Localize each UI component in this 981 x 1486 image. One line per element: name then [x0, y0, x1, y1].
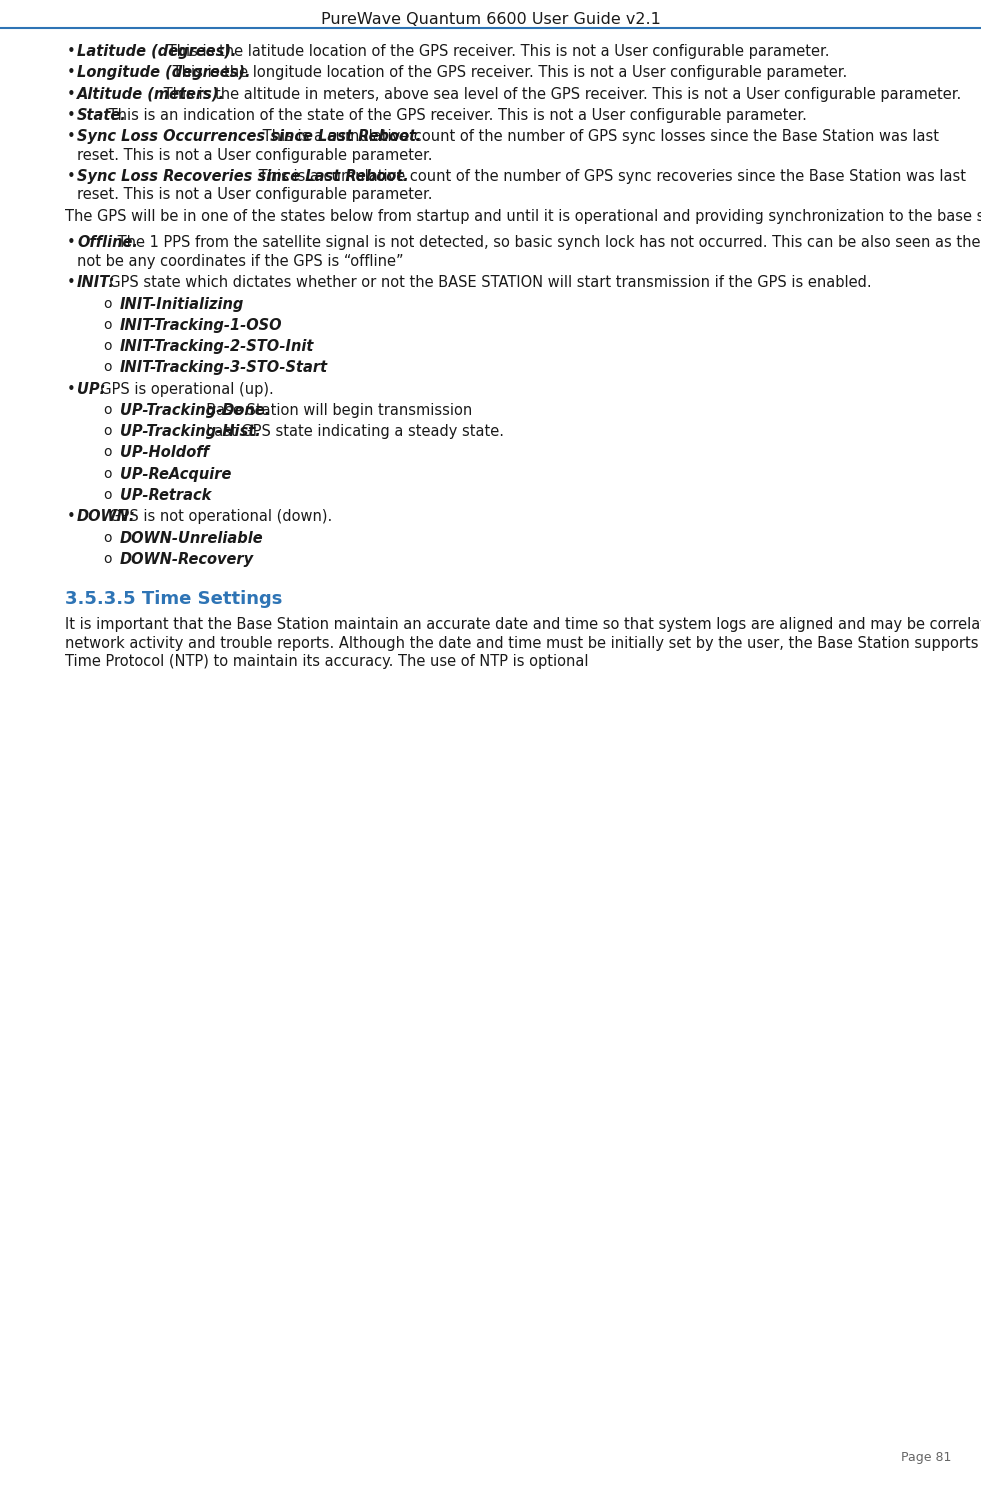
- Text: o: o: [103, 531, 112, 544]
- Text: o: o: [103, 424, 112, 438]
- Text: o: o: [103, 297, 112, 311]
- Text: This is the latitude location of the GPS receiver. This is not a User configurab: This is the latitude location of the GPS…: [163, 45, 830, 59]
- Text: •: •: [67, 129, 76, 144]
- Text: Sync Loss Recoveries since Last Reboot.: Sync Loss Recoveries since Last Reboot.: [77, 169, 409, 184]
- Text: •: •: [67, 65, 76, 80]
- Text: o: o: [103, 487, 112, 502]
- Text: UP:: UP:: [77, 382, 106, 397]
- Text: •: •: [67, 275, 76, 290]
- Text: o: o: [103, 339, 112, 354]
- Text: o: o: [103, 551, 112, 566]
- Text: Altitude (meters).: Altitude (meters).: [77, 86, 225, 101]
- Text: Latitude (degrees).: Latitude (degrees).: [77, 45, 236, 59]
- Text: DOWN-Recovery: DOWN-Recovery: [120, 551, 254, 566]
- Text: not be any coordinates if the GPS is “offline”: not be any coordinates if the GPS is “of…: [77, 254, 403, 269]
- Text: •: •: [67, 45, 76, 59]
- Text: Offline.: Offline.: [77, 235, 138, 251]
- Text: o: o: [103, 318, 112, 331]
- Text: UP-Tracking-Hist.: UP-Tracking-Hist.: [120, 424, 261, 440]
- Text: INIT-Tracking-2-STO-Init: INIT-Tracking-2-STO-Init: [120, 339, 314, 354]
- Text: This is an indication of the state of the GPS receiver. This is not a User confi: This is an indication of the state of th…: [104, 108, 807, 123]
- Text: Base Station will begin transmission: Base Station will begin transmission: [197, 403, 473, 418]
- Text: Page 81: Page 81: [901, 1450, 951, 1464]
- Text: Time Protocol (NTP) to maintain its accuracy. The use of NTP is optional: Time Protocol (NTP) to maintain its accu…: [65, 654, 589, 670]
- Text: UP-Holdoff: UP-Holdoff: [120, 446, 209, 461]
- Text: It is important that the Base Station maintain an accurate date and time so that: It is important that the Base Station ma…: [65, 618, 981, 633]
- Text: 3.5.3.5 Time Settings: 3.5.3.5 Time Settings: [65, 590, 283, 608]
- Text: The 1 PPS from the satellite signal is not detected, so basic synch lock has not: The 1 PPS from the satellite signal is n…: [113, 235, 981, 251]
- Text: UP-Tracking-Done.: UP-Tracking-Done.: [120, 403, 270, 418]
- Text: This is a cumulative count of the number of GPS sync losses since the Base Stati: This is a cumulative count of the number…: [258, 129, 940, 144]
- Text: •: •: [67, 86, 76, 101]
- Text: Sync Loss Occurrences since Last Reboot.: Sync Loss Occurrences since Last Reboot.: [77, 129, 422, 144]
- Text: o: o: [103, 360, 112, 374]
- Text: network activity and trouble reports. Although the date and time must be initial: network activity and trouble reports. Al…: [65, 636, 981, 651]
- Text: INIT-Tracking-3-STO-Start: INIT-Tracking-3-STO-Start: [120, 360, 328, 376]
- Text: Last GPS state indicating a steady state.: Last GPS state indicating a steady state…: [197, 424, 504, 440]
- Text: GPS state which dictates whether or not the BASE STATION will start transmission: GPS state which dictates whether or not …: [100, 275, 871, 290]
- Text: UP-Retrack: UP-Retrack: [120, 487, 211, 502]
- Text: •: •: [67, 108, 76, 123]
- Text: DOWN:: DOWN:: [77, 510, 135, 525]
- Text: DOWN-Unreliable: DOWN-Unreliable: [120, 531, 264, 545]
- Text: This is the altitude in meters, above sea level of the GPS receiver. This is not: This is the altitude in meters, above se…: [159, 86, 961, 101]
- Text: •: •: [67, 382, 76, 397]
- Text: Longitude (degrees).: Longitude (degrees).: [77, 65, 250, 80]
- Text: INIT-Initializing: INIT-Initializing: [120, 297, 244, 312]
- Text: INIT-Tracking-1-OSO: INIT-Tracking-1-OSO: [120, 318, 283, 333]
- Text: This is a cumulative count of the number of GPS sync recoveries since the Base S: This is a cumulative count of the number…: [254, 169, 966, 184]
- Text: PureWave Quantum 6600 User Guide v2.1: PureWave Quantum 6600 User Guide v2.1: [321, 12, 660, 27]
- Text: This is the longitude location of the GPS receiver. This is not a User configura: This is the longitude location of the GP…: [168, 65, 847, 80]
- Text: UP-ReAcquire: UP-ReAcquire: [120, 467, 232, 481]
- Text: •: •: [67, 169, 76, 184]
- Text: reset. This is not a User configurable parameter.: reset. This is not a User configurable p…: [77, 147, 433, 162]
- Text: •: •: [67, 510, 76, 525]
- Text: •: •: [67, 235, 76, 251]
- Text: reset. This is not a User configurable parameter.: reset. This is not a User configurable p…: [77, 187, 433, 202]
- Text: o: o: [103, 403, 112, 418]
- Text: GPS is not operational (down).: GPS is not operational (down).: [100, 510, 332, 525]
- Text: The GPS will be in one of the states below from startup and until it is operatio: The GPS will be in one of the states bel…: [65, 208, 981, 224]
- Text: State.: State.: [77, 108, 127, 123]
- Text: o: o: [103, 446, 112, 459]
- Text: INIT:: INIT:: [77, 275, 116, 290]
- Text: GPS is operational (up).: GPS is operational (up).: [90, 382, 274, 397]
- Text: o: o: [103, 467, 112, 481]
